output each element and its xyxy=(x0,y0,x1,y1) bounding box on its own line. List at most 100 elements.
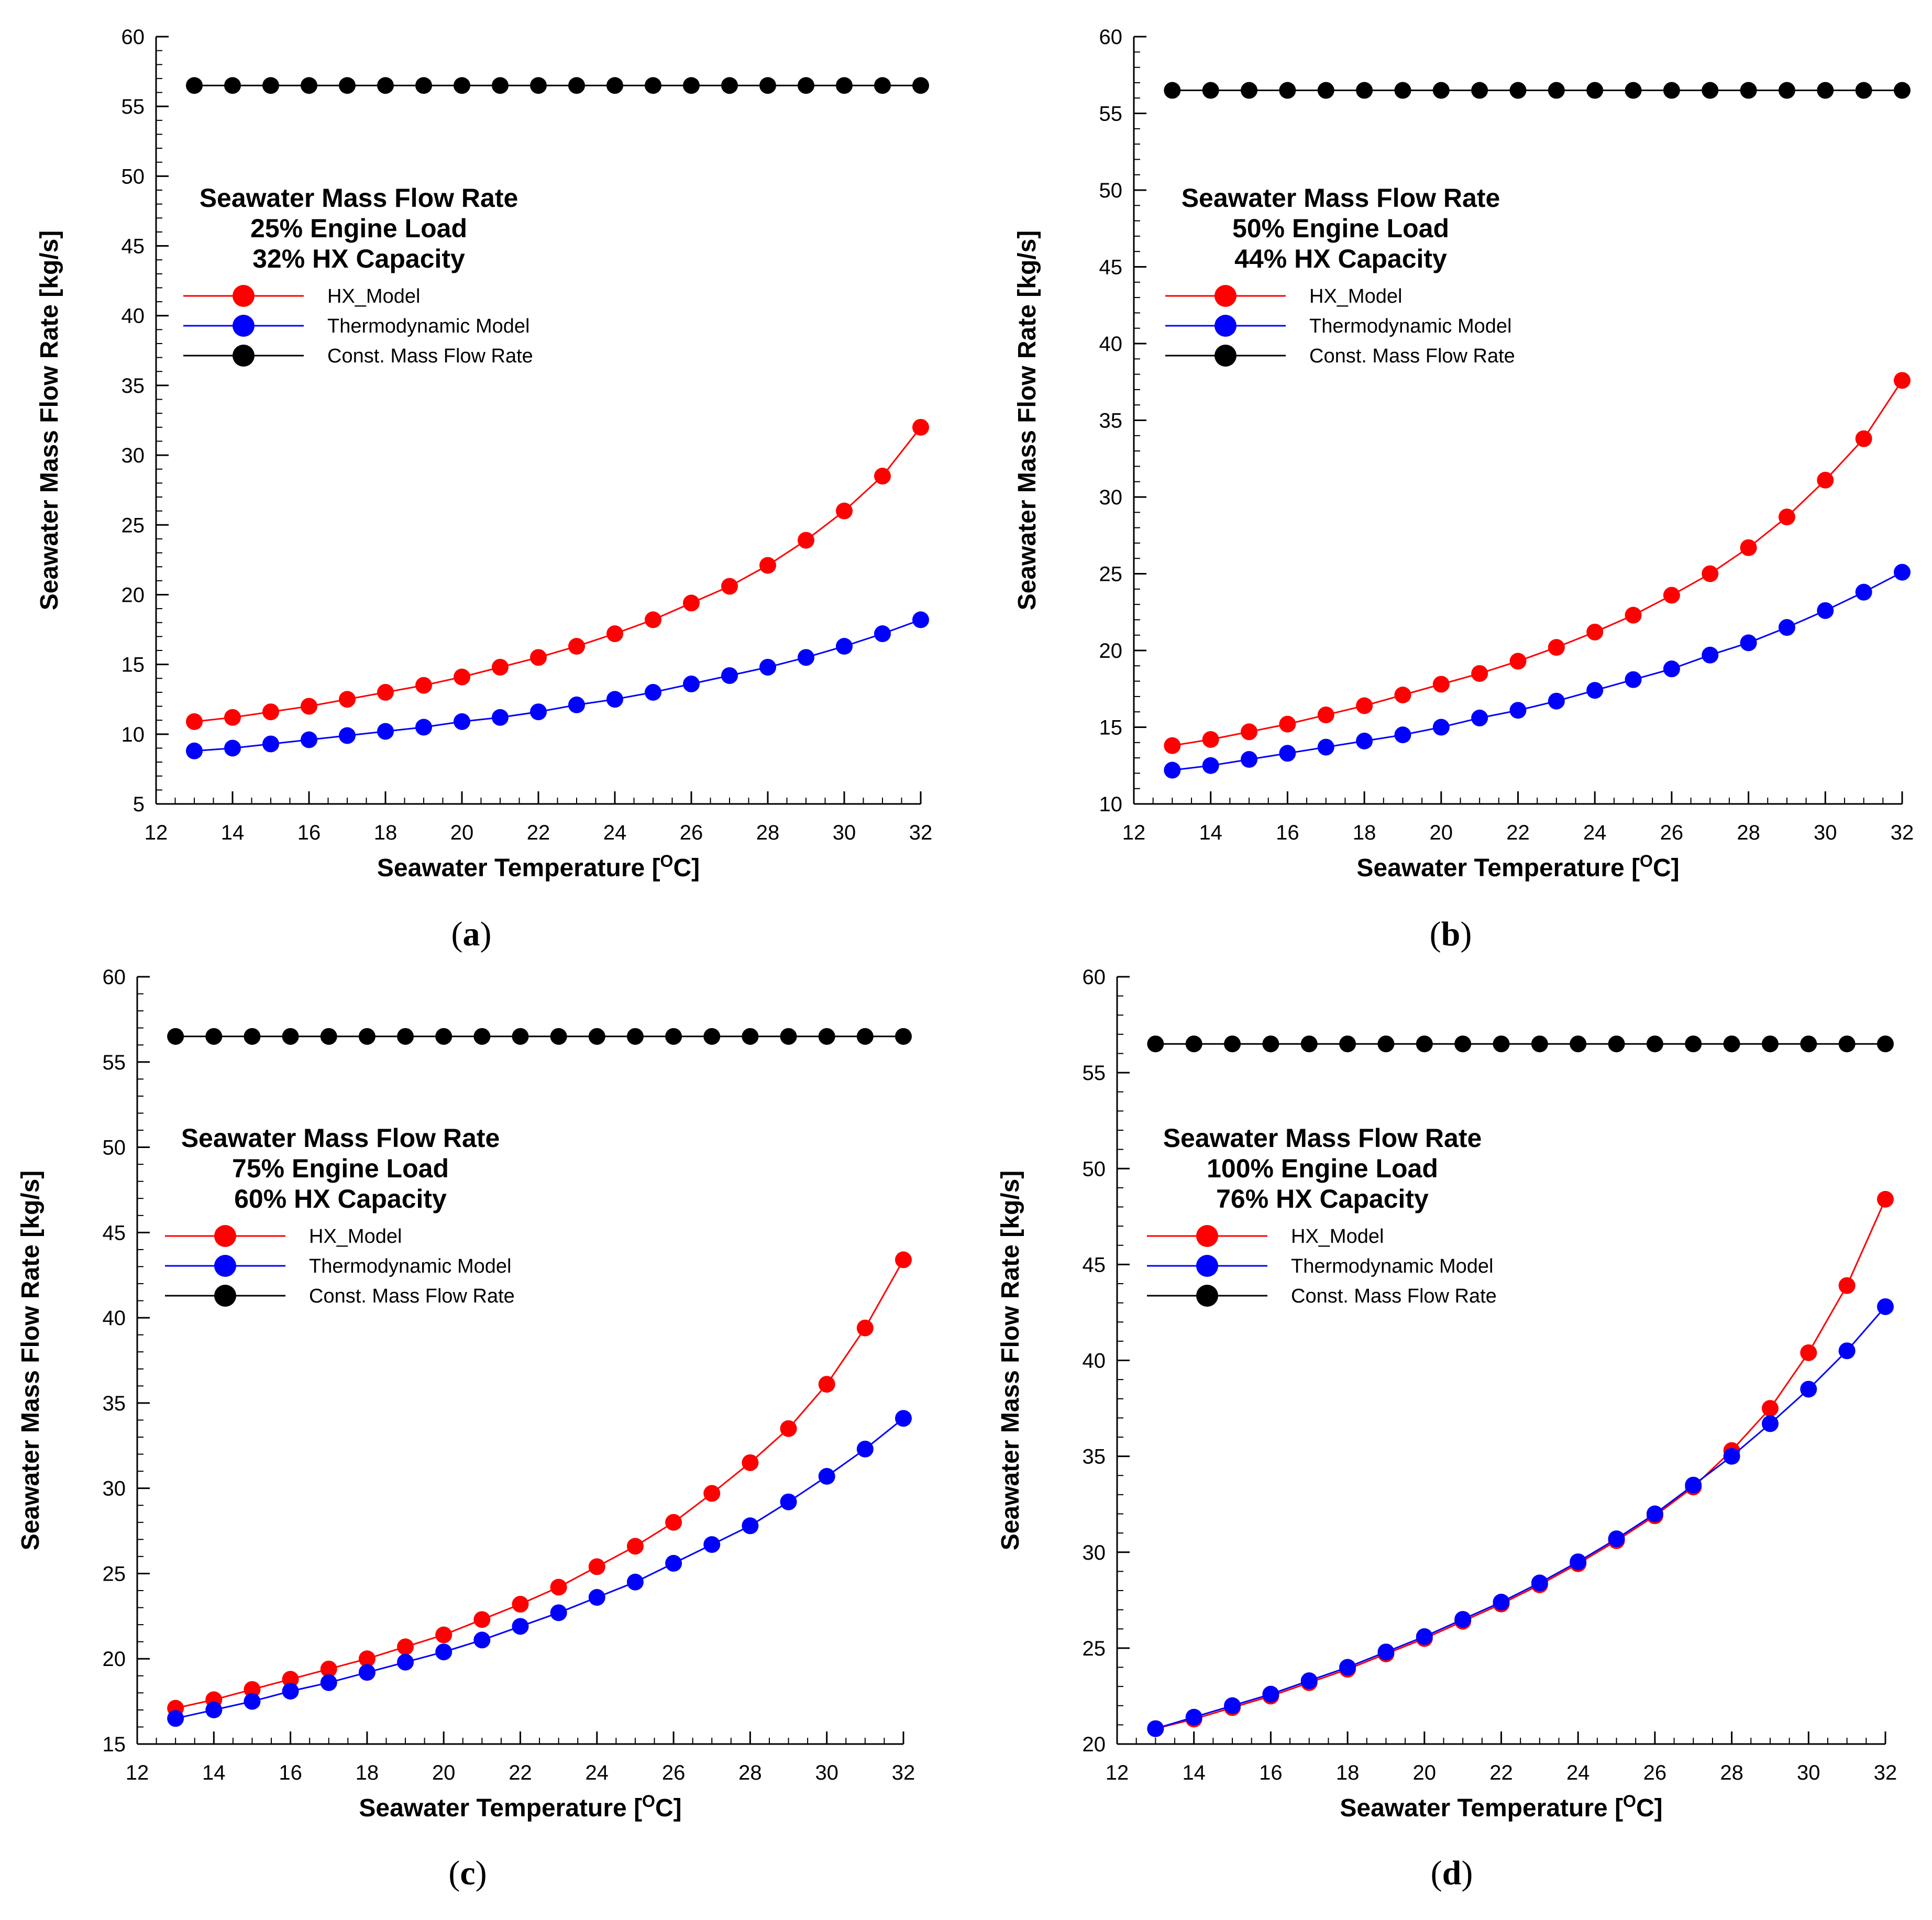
data-point xyxy=(1394,726,1411,744)
data-point xyxy=(1586,82,1604,99)
legend-label: Thermodynamic Model xyxy=(309,1255,511,1277)
legend-marker xyxy=(214,1225,236,1247)
data-point xyxy=(397,1638,414,1656)
data-point xyxy=(1241,751,1258,768)
x-tick-label: 18 xyxy=(356,1761,379,1784)
data-point xyxy=(856,1440,874,1458)
data-point xyxy=(1702,565,1719,582)
x-tick-label: 16 xyxy=(297,821,321,844)
data-point xyxy=(836,638,853,655)
y-axis-title: Seawater Mass Flow Rate [kg/s] xyxy=(1013,230,1041,611)
data-point xyxy=(1608,1530,1625,1548)
x-axis-title: Seawater Temperature [OC] xyxy=(359,1792,681,1822)
data-point xyxy=(1702,646,1719,664)
data-point xyxy=(645,611,661,628)
data-point xyxy=(1202,82,1219,99)
x-axis-title: Seawater Temperature [OC] xyxy=(1340,1792,1662,1822)
x-tick-label: 14 xyxy=(1199,821,1222,844)
y-tick-label: 15 xyxy=(122,654,145,677)
legend-label: Const. Mass Flow Rate xyxy=(309,1285,515,1307)
data-point xyxy=(186,742,203,759)
y-tick-label: 5 xyxy=(133,793,145,816)
data-point xyxy=(1625,606,1642,624)
data-point xyxy=(798,77,814,94)
data-point xyxy=(1646,1505,1663,1522)
legend-marker xyxy=(233,285,255,307)
y-tick-label: 55 xyxy=(1099,103,1123,126)
x-tick-label: 28 xyxy=(1737,821,1760,844)
data-point xyxy=(1548,692,1565,710)
data-point xyxy=(798,649,814,666)
data-point xyxy=(1471,82,1488,99)
annotation-line: 32% HX Capacity xyxy=(252,244,465,273)
y-tick-label: 30 xyxy=(1083,1541,1106,1564)
y-tick-label: 15 xyxy=(1099,716,1123,740)
annotation-line: 60% HX Capacity xyxy=(234,1184,447,1213)
data-point xyxy=(415,677,432,694)
data-point xyxy=(874,468,891,485)
data-point xyxy=(1432,719,1450,736)
data-point xyxy=(1317,82,1334,99)
panel-caption: (d) xyxy=(1431,1854,1473,1892)
series-const-mass-flow-rate xyxy=(1147,1035,1894,1053)
data-point xyxy=(415,77,432,94)
data-point xyxy=(1164,737,1181,754)
legend-marker xyxy=(233,315,255,337)
data-point xyxy=(1416,1628,1433,1645)
series-hx-model xyxy=(1164,372,1911,754)
data-point xyxy=(1685,1035,1702,1053)
x-tick-label: 14 xyxy=(221,821,245,844)
legend-marker xyxy=(1215,285,1237,307)
data-point xyxy=(606,691,623,708)
y-tick-label: 20 xyxy=(1099,639,1123,663)
data-point xyxy=(244,1693,261,1710)
x-tick-label: 22 xyxy=(509,1761,532,1784)
data-point xyxy=(301,77,317,94)
data-point xyxy=(912,77,929,94)
data-point xyxy=(1894,372,1911,389)
y-tick-label: 45 xyxy=(103,1221,126,1244)
data-point xyxy=(1224,1035,1241,1053)
data-point xyxy=(703,1536,721,1553)
data-point xyxy=(1855,583,1872,601)
data-point xyxy=(1548,82,1565,99)
data-point xyxy=(1838,1035,1856,1053)
data-point xyxy=(512,1618,529,1635)
data-point xyxy=(874,77,891,94)
x-tick-label: 18 xyxy=(1336,1761,1360,1784)
x-tick-label: 22 xyxy=(1489,1761,1513,1784)
data-point xyxy=(1608,1035,1625,1053)
legend-entry: HX_Model xyxy=(1165,285,1402,307)
data-point xyxy=(818,1467,835,1485)
data-point xyxy=(1471,665,1488,682)
y-tick-label: 50 xyxy=(1083,1157,1106,1180)
x-tick-label: 32 xyxy=(892,1761,915,1784)
data-point xyxy=(1800,1381,1817,1398)
data-point xyxy=(1838,1342,1856,1360)
data-point xyxy=(530,77,547,94)
x-tick-label: 28 xyxy=(1720,1761,1743,1784)
data-point xyxy=(645,683,661,701)
data-point xyxy=(1241,82,1258,99)
data-point xyxy=(780,1028,797,1045)
data-point xyxy=(1509,702,1527,719)
series-const-mass-flow-rate xyxy=(186,77,929,94)
data-point xyxy=(1625,671,1642,688)
data-point xyxy=(836,502,853,520)
series-thermodynamic-model xyxy=(1164,564,1911,779)
data-point xyxy=(1877,1035,1894,1053)
data-point xyxy=(1356,82,1373,99)
data-point xyxy=(377,77,394,94)
data-point xyxy=(1778,509,1795,526)
data-point xyxy=(492,77,509,94)
x-tick-label: 18 xyxy=(374,821,398,844)
y-tick-label: 60 xyxy=(103,966,126,989)
data-point xyxy=(1531,1574,1548,1592)
x-tick-label: 22 xyxy=(527,821,550,844)
data-point xyxy=(301,731,317,748)
y-axis-title: Seawater Mass Flow Rate [kg/s] xyxy=(997,1171,1024,1551)
y-tick-label: 20 xyxy=(103,1648,126,1671)
data-point xyxy=(780,1493,797,1510)
series-const-mass-flow-rate xyxy=(167,1028,912,1045)
data-point xyxy=(1202,731,1219,748)
